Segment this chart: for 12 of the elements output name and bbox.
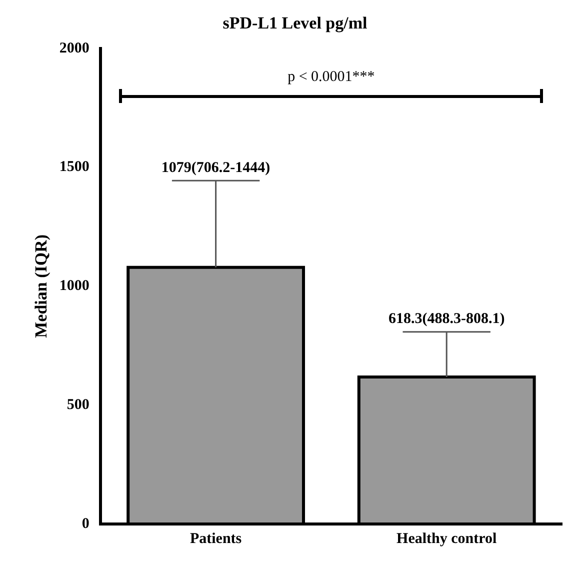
y-axis-title: Median (IQR): [32, 234, 51, 338]
y-tick-label: 2000: [59, 40, 90, 56]
annotation: 618.3(488.3-808.1): [388, 311, 505, 328]
x-tick-label: Healthy control: [396, 530, 497, 547]
y-tick-label: 500: [66, 396, 90, 413]
y-tick-label: 0: [82, 516, 90, 532]
annotation: p < 0.0001***: [288, 68, 375, 85]
annotation: 1079(706.2-1444): [161, 160, 270, 176]
chart-title: sPD-L1 Level pg/ml: [222, 14, 368, 33]
x-tick-label: Patients: [190, 530, 242, 547]
y-tick-label: 1000: [59, 278, 90, 294]
y-tick-label: 1500: [59, 159, 90, 176]
